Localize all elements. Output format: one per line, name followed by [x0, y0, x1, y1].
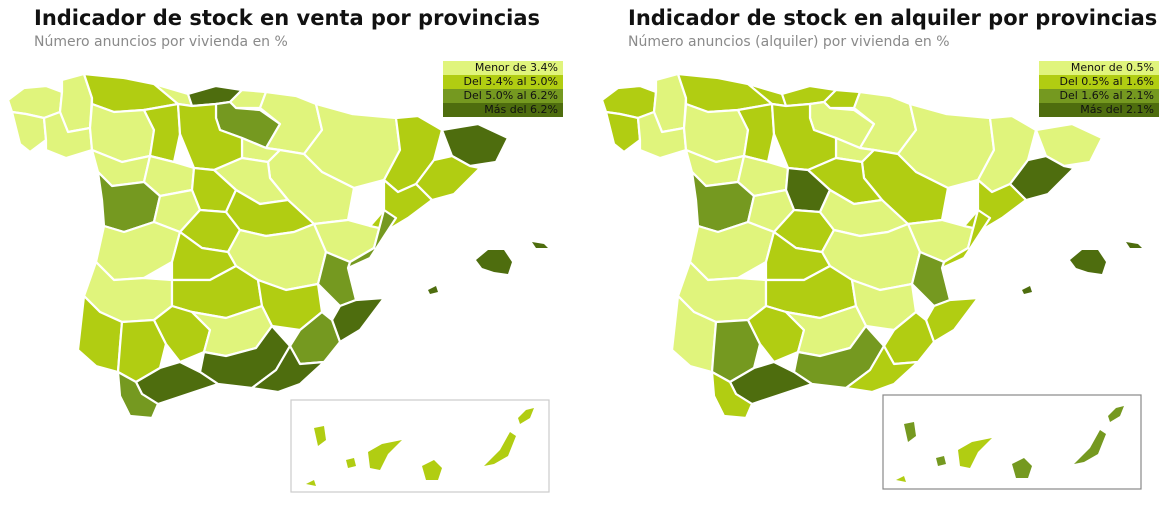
map-title: Indicador de stock en venta por provinci…	[34, 6, 541, 30]
province-huesca[interactable]	[896, 102, 996, 190]
province-pontevedra[interactable]	[10, 110, 48, 154]
canary-inset	[882, 394, 1142, 490]
spain-map-sale	[6, 72, 550, 493]
province-baleares-ibiza[interactable]	[1022, 286, 1032, 294]
canary-la-palma[interactable]	[314, 426, 326, 446]
legend-item: Más del 6.2%	[443, 103, 563, 117]
legend: Menor de 0.5% Del 0.5% al 1.6% Del 1.6% …	[1039, 61, 1159, 117]
legend-item: Menor de 3.4%	[443, 61, 563, 75]
legend: Menor de 3.4% Del 3.4% al 5.0% Del 5.0% …	[443, 61, 563, 117]
canary-gran-canaria[interactable]	[422, 460, 442, 480]
province-baleares-mallorca[interactable]	[476, 250, 512, 274]
province-almeria[interactable]	[250, 344, 326, 394]
canary-lanzarote[interactable]	[518, 408, 534, 424]
province-cadiz[interactable]	[116, 370, 160, 420]
legend-item: Del 5.0% al 6.2%	[443, 89, 563, 103]
spain-map-rent	[600, 72, 1142, 490]
province-cadiz[interactable]	[710, 370, 754, 420]
balearic-islands	[428, 242, 548, 294]
balearic-islands	[1022, 242, 1142, 294]
province-pontevedra[interactable]	[604, 110, 642, 154]
map-panel-rent: Indicador de stock en alquiler por provi…	[598, 0, 1159, 509]
canary-la-gomera[interactable]	[346, 458, 356, 468]
map-title: Indicador de stock en alquiler por provi…	[628, 6, 1158, 30]
province-almeria[interactable]	[844, 344, 920, 394]
province-baleares-menorca[interactable]	[532, 242, 548, 248]
legend-item: Menor de 0.5%	[1039, 61, 1159, 75]
province-baleares-mallorca[interactable]	[1070, 250, 1106, 274]
legend-item: Del 3.4% al 5.0%	[443, 75, 563, 89]
province-burgos[interactable]	[176, 102, 244, 172]
canary-gran-canaria[interactable]	[1012, 458, 1032, 478]
map-subtitle: Número anuncios (alquiler) por vivienda …	[628, 34, 950, 50]
provinces	[6, 72, 510, 420]
map-subtitle: Número anuncios por vivienda en %	[34, 34, 288, 50]
legend-item: Más del 2.1%	[1039, 103, 1159, 117]
canary-la-palma[interactable]	[904, 422, 916, 442]
canary-tenerife[interactable]	[368, 440, 402, 470]
canary-el-hierro[interactable]	[896, 476, 906, 482]
province-baleares-ibiza[interactable]	[428, 286, 438, 294]
province-caceres[interactable]	[688, 220, 776, 282]
province-caceres[interactable]	[94, 220, 182, 282]
map-panel-sale: Indicador de stock en venta por provinci…	[4, 0, 564, 509]
canary-tenerife[interactable]	[958, 438, 992, 468]
province-burgos[interactable]	[770, 102, 838, 172]
canary-fuerteventura[interactable]	[1074, 430, 1106, 464]
province-baleares-menorca[interactable]	[1126, 242, 1142, 248]
canary-lanzarote[interactable]	[1108, 406, 1124, 422]
legend-item: Del 1.6% al 2.1%	[1039, 89, 1159, 103]
canary-el-hierro[interactable]	[306, 480, 316, 486]
provinces	[600, 72, 1104, 420]
canary-inset	[290, 399, 550, 493]
province-huesca[interactable]	[302, 102, 402, 190]
legend-item: Del 0.5% al 1.6%	[1039, 75, 1159, 89]
canary-fuerteventura[interactable]	[484, 432, 516, 466]
canary-la-gomera[interactable]	[936, 456, 946, 466]
